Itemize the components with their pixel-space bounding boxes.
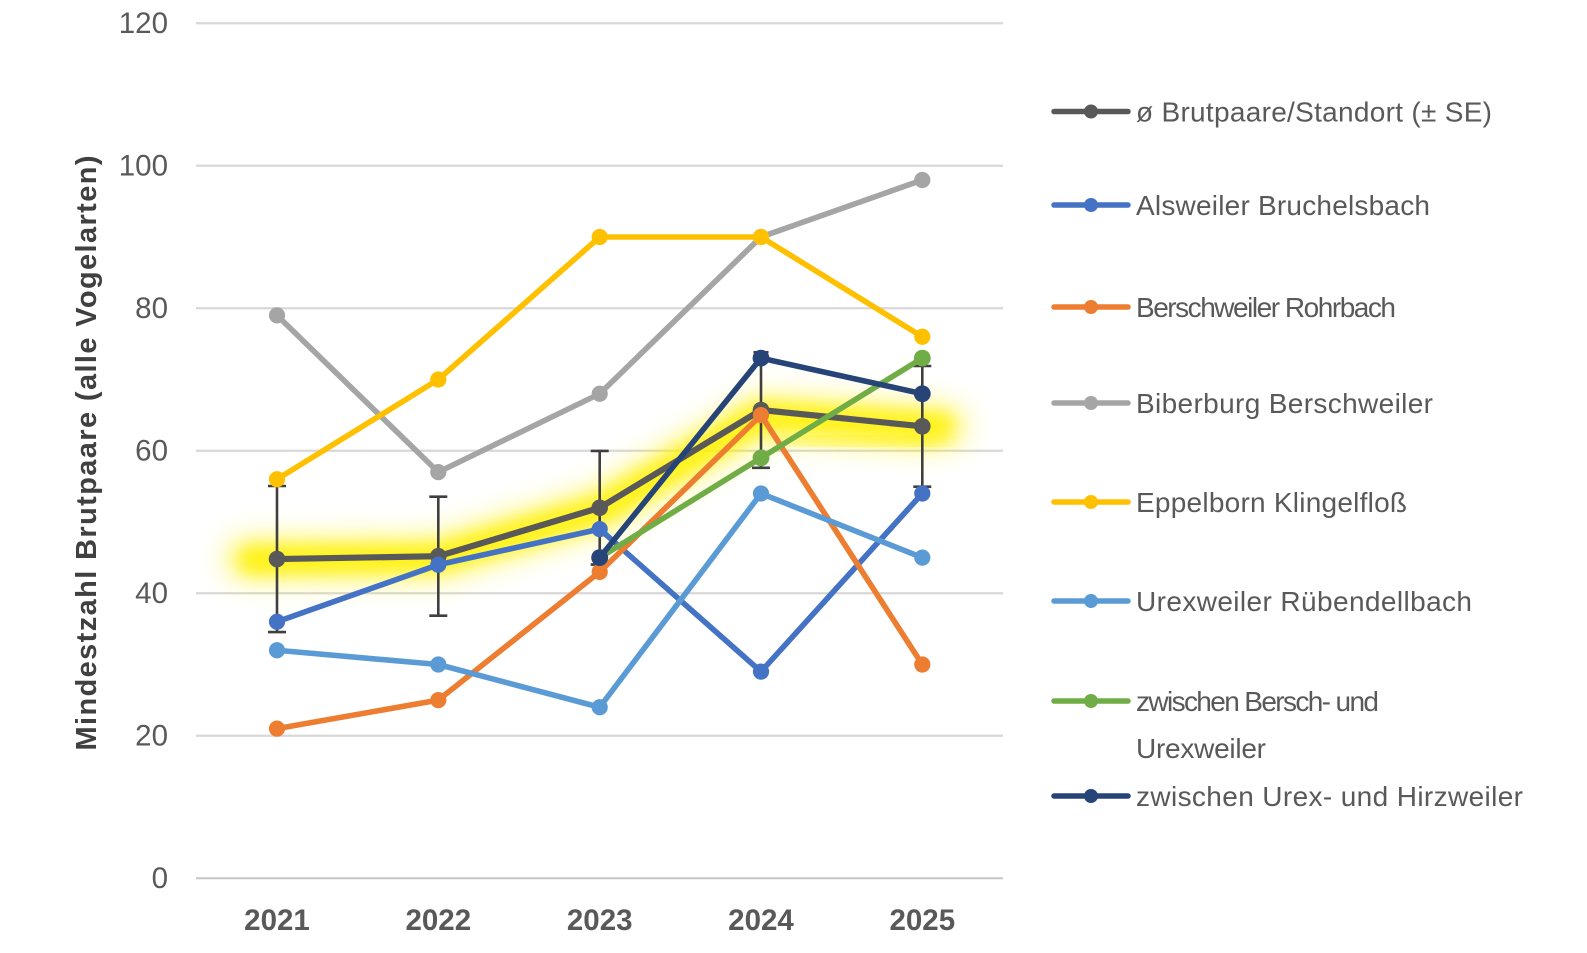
svg-text:Biberburg Berschweiler: Biberburg Berschweiler xyxy=(1136,388,1433,419)
svg-text:2025: 2025 xyxy=(889,904,955,937)
svg-text:Alsweiler Bruchelsbach: Alsweiler Bruchelsbach xyxy=(1136,190,1430,221)
svg-text:80: 80 xyxy=(135,292,168,325)
svg-text:2023: 2023 xyxy=(567,904,633,937)
svg-text:2021: 2021 xyxy=(244,904,310,937)
svg-text:zwischen Urex- und Hirzweiler: zwischen Urex- und Hirzweiler xyxy=(1136,781,1523,812)
svg-text:Eppelborn Klingelfloß: Eppelborn Klingelfloß xyxy=(1136,487,1407,518)
svg-text:20: 20 xyxy=(135,719,168,752)
svg-text:2022: 2022 xyxy=(405,904,471,937)
svg-text:ø Brutpaare/Standort (± SE): ø Brutpaare/Standort (± SE) xyxy=(1136,97,1492,128)
svg-text:Mindestzahl Brutpaare (alle Vo: Mindestzahl Brutpaare (alle Vogelarten) xyxy=(71,156,103,751)
svg-text:Urexweiler Rübendellbach: Urexweiler Rübendellbach xyxy=(1136,586,1472,617)
svg-text:0: 0 xyxy=(152,862,168,895)
svg-text:Urexweiler: Urexweiler xyxy=(1136,733,1266,764)
svg-text:Berschweiler Rohrbach: Berschweiler Rohrbach xyxy=(1136,292,1396,323)
svg-text:2024: 2024 xyxy=(728,904,794,937)
svg-text:120: 120 xyxy=(119,7,168,40)
svg-text:60: 60 xyxy=(135,434,168,467)
svg-text:40: 40 xyxy=(135,577,168,610)
svg-text:zwischen Bersch- und: zwischen Bersch- und xyxy=(1136,686,1379,717)
svg-text:100: 100 xyxy=(119,149,168,182)
